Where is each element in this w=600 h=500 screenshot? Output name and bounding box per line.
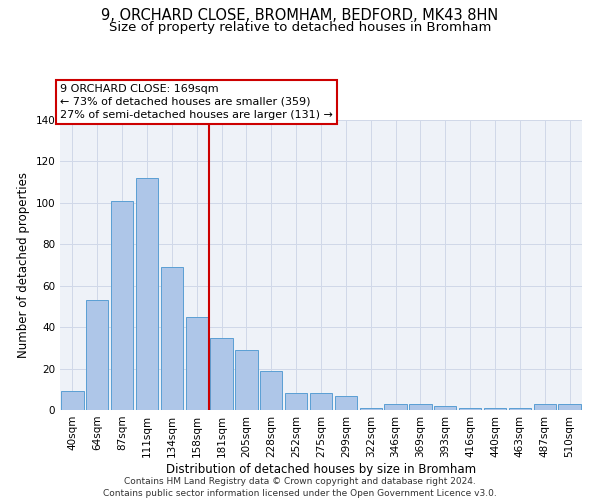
Bar: [559, 404, 581, 410]
Bar: [111, 201, 133, 410]
Bar: [459, 408, 481, 410]
Text: 9 ORCHARD CLOSE: 169sqm
← 73% of detached houses are smaller (359)
27% of semi-d: 9 ORCHARD CLOSE: 169sqm ← 73% of detache…: [60, 84, 333, 120]
Bar: [235, 350, 257, 410]
Bar: [335, 396, 357, 410]
Bar: [484, 408, 506, 410]
Y-axis label: Number of detached properties: Number of detached properties: [17, 172, 30, 358]
Text: Size of property relative to detached houses in Bromham: Size of property relative to detached ho…: [109, 21, 491, 34]
Text: Contains public sector information licensed under the Open Government Licence v3: Contains public sector information licen…: [103, 489, 497, 498]
Bar: [86, 300, 109, 410]
Bar: [409, 404, 431, 410]
Text: Contains HM Land Registry data © Crown copyright and database right 2024.: Contains HM Land Registry data © Crown c…: [124, 478, 476, 486]
Bar: [285, 394, 307, 410]
Bar: [161, 267, 183, 410]
X-axis label: Distribution of detached houses by size in Bromham: Distribution of detached houses by size …: [166, 462, 476, 475]
Bar: [185, 317, 208, 410]
Bar: [260, 370, 283, 410]
Bar: [136, 178, 158, 410]
Bar: [310, 394, 332, 410]
Bar: [211, 338, 233, 410]
Bar: [434, 406, 457, 410]
Bar: [509, 408, 531, 410]
Bar: [359, 408, 382, 410]
Bar: [533, 404, 556, 410]
Text: 9, ORCHARD CLOSE, BROMHAM, BEDFORD, MK43 8HN: 9, ORCHARD CLOSE, BROMHAM, BEDFORD, MK43…: [101, 8, 499, 22]
Bar: [61, 392, 83, 410]
Bar: [385, 404, 407, 410]
